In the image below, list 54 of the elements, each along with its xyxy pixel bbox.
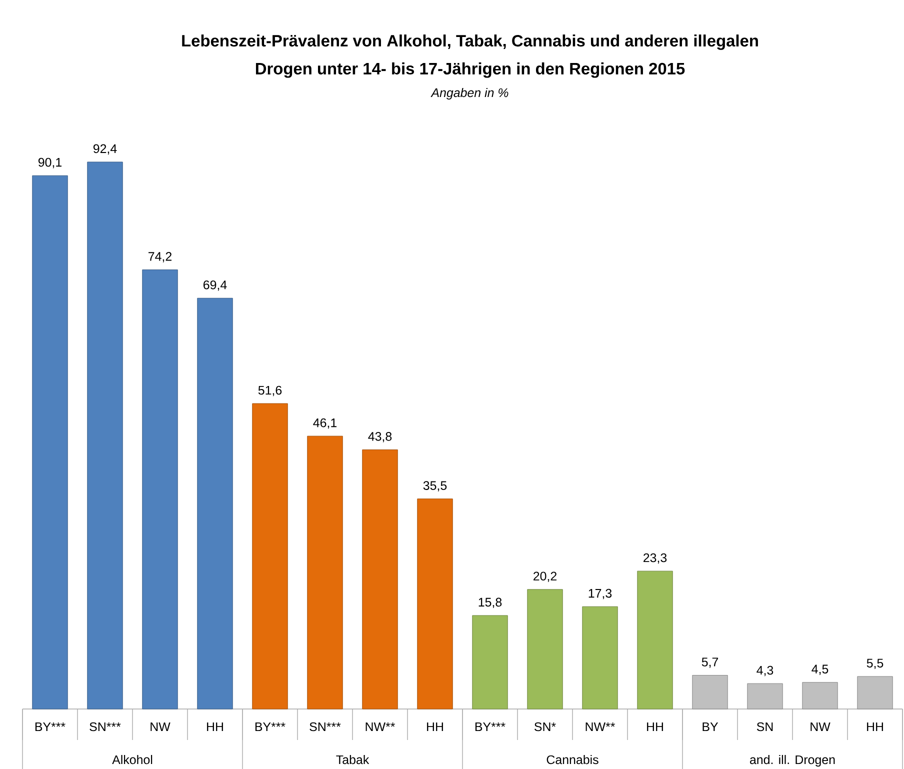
bar: [472, 615, 508, 710]
data-label: 90,1: [38, 158, 62, 168]
data-label: 46,1: [313, 418, 337, 429]
data-label: 4,3: [756, 666, 774, 676]
data-label: 4,5: [812, 664, 828, 675]
x-tick-label: SN***: [90, 722, 121, 732]
x-tick-label: SN*: [534, 722, 556, 732]
bar: [252, 403, 288, 710]
data-label: 23,3: [644, 553, 667, 564]
data-label: 51,6: [258, 386, 282, 396]
x-tick-label: BY***: [255, 722, 286, 731]
chart-subtitle: Angaben in %: [430, 88, 508, 100]
bar: [527, 589, 563, 710]
data-label: 92,4: [93, 144, 117, 155]
x-tick-label: SN***: [310, 722, 341, 732]
bar: [747, 683, 783, 710]
bar: [142, 269, 178, 710]
text: Tabak: [336, 754, 370, 764]
text: and. ill. Drogen: [750, 754, 835, 767]
text: Alkohol: [112, 754, 152, 764]
bar: [802, 682, 838, 710]
x-tick-label: NW**: [366, 722, 396, 731]
data-label: 20,2: [534, 572, 556, 582]
data-label: 69,4: [204, 280, 227, 291]
bar: [362, 449, 398, 710]
x-tick-label: HH: [867, 722, 883, 731]
x-tick-label: NW: [810, 722, 830, 731]
data-label: 43,8: [368, 432, 392, 442]
bar: [417, 498, 453, 710]
bar: [692, 675, 728, 710]
x-tick-label: HH: [207, 722, 223, 731]
bar: [87, 162, 123, 710]
bar: [637, 570, 673, 710]
bar: [582, 606, 618, 710]
data-label: 5,7: [702, 658, 718, 668]
x-tick-label: HH: [427, 722, 443, 731]
x-tick-label: NW: [150, 722, 170, 731]
data-label: 17,3: [588, 588, 612, 600]
text: Cannabis: [546, 754, 598, 764]
data-label: 5,5: [866, 658, 884, 670]
x-tick-label: BY***: [475, 722, 506, 731]
x-tick-label: NW**: [586, 722, 616, 731]
bar: [197, 298, 233, 710]
x-tick-label: HH: [647, 722, 663, 731]
x-tick-label: BY***: [35, 722, 66, 731]
x-tick-label: BY: [702, 722, 718, 731]
data-label: 15,8: [478, 598, 502, 608]
bar: [307, 436, 343, 710]
data-label: 74,2: [148, 252, 172, 262]
bar: [32, 175, 68, 710]
x-tick-label: SN: [756, 722, 773, 732]
bar: [857, 676, 893, 710]
data-label: 35,5: [423, 481, 447, 492]
chart-title: Lebenszeit-Prävalenz von Alkohol, Tabak, Cannabis und anderen illegalen Drogen unter 14- bis 17-Jährigen in den Regionen 2015: [182, 34, 758, 78]
